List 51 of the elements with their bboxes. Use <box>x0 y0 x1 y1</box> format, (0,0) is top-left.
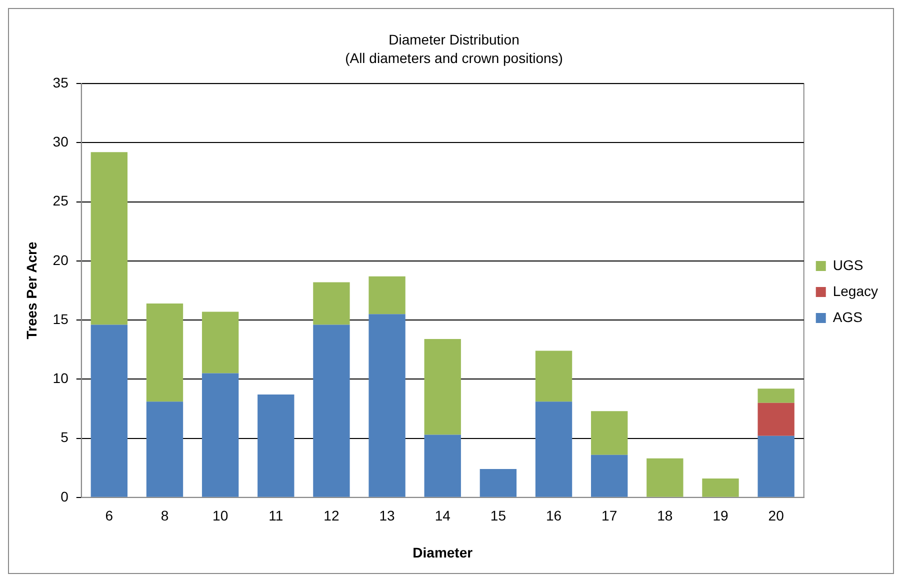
x-tick-label: 15 <box>490 508 506 524</box>
x-tick-label: 10 <box>212 508 228 524</box>
y-tick-label: 25 <box>52 192 69 209</box>
bar <box>758 402 794 436</box>
bar <box>424 434 461 497</box>
x-tick-label: 8 <box>160 508 169 524</box>
x-tick-label: 13 <box>379 508 396 524</box>
bar <box>258 394 294 497</box>
chart-title: Diameter Distribution <box>388 31 520 48</box>
legend-label: Legacy <box>832 282 878 299</box>
x-axis-title: Diameter <box>412 544 474 560</box>
bar <box>535 350 572 402</box>
bar <box>313 282 350 325</box>
x-tick-label: 17 <box>602 508 618 524</box>
x-tick-label: 16 <box>546 508 562 524</box>
bar <box>591 454 628 497</box>
bar <box>646 458 684 497</box>
x-tick-label: 19 <box>712 508 728 524</box>
chart-subtitle: (All diameters and crown positions) <box>345 50 563 66</box>
y-tick-label: 10 <box>52 370 69 386</box>
x-tick-label: 14 <box>434 508 451 524</box>
y-tick-label: 0 <box>60 488 69 504</box>
y-tick-label: 15 <box>52 310 69 327</box>
bar <box>368 314 406 497</box>
y-tick-label: 5 <box>60 429 69 446</box>
y-axis-title: Trees Per Acre <box>23 242 40 340</box>
y-tick-label: 30 <box>52 134 69 150</box>
x-tick-label: 20 <box>768 508 784 524</box>
bar <box>424 338 461 435</box>
legend-label: UGS <box>832 256 864 273</box>
y-tick-label: 35 <box>52 74 69 90</box>
bar <box>535 402 572 497</box>
x-tick-label: 18 <box>657 508 673 524</box>
bar <box>591 411 628 455</box>
bar <box>758 388 794 403</box>
bar <box>146 304 184 402</box>
x-tick-label: 11 <box>268 508 284 524</box>
bar <box>368 276 406 314</box>
y-tick-label: 20 <box>52 252 69 268</box>
bar <box>313 324 350 497</box>
bar <box>480 469 517 497</box>
bar <box>758 436 794 497</box>
bar <box>202 373 239 497</box>
bar <box>202 312 239 374</box>
bar <box>90 152 128 325</box>
bar <box>702 478 739 497</box>
bar <box>90 324 128 497</box>
x-tick-label: 12 <box>324 508 340 524</box>
bar <box>146 402 184 497</box>
legend-label: AGS <box>832 308 862 325</box>
x-tick-label: 6 <box>105 508 114 524</box>
